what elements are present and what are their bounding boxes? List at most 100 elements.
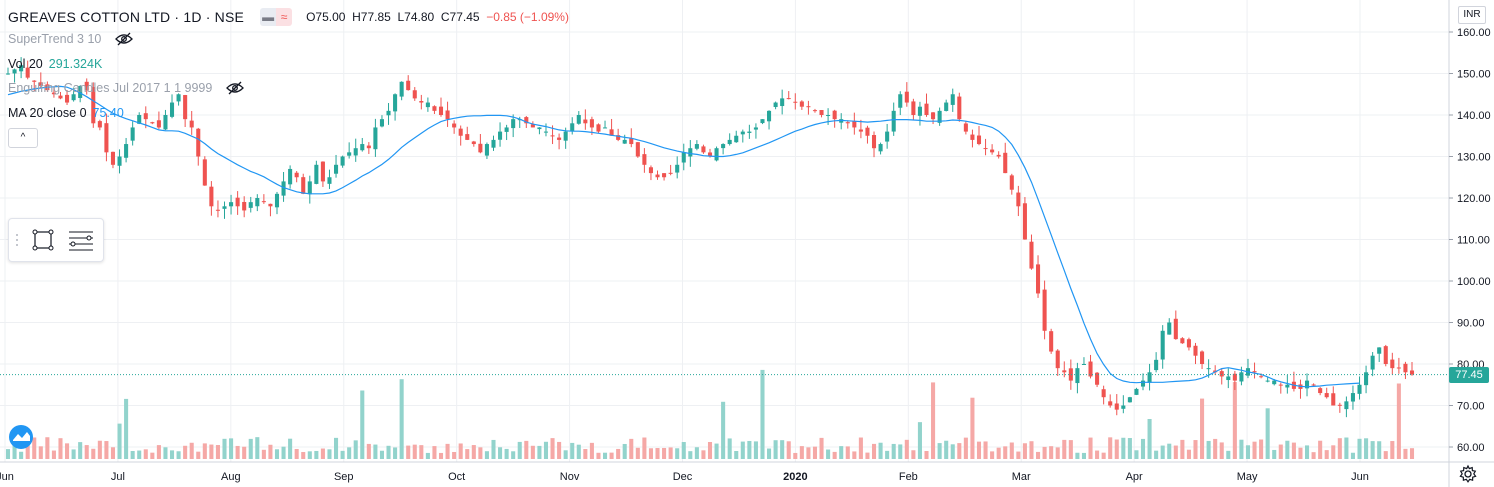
candle-body — [904, 91, 909, 103]
lines-tool-icon[interactable] — [67, 228, 95, 252]
candle-body — [543, 131, 549, 133]
candle-body — [740, 131, 745, 135]
volume-bar — [169, 450, 175, 459]
currency-label[interactable]: INR — [1458, 6, 1486, 24]
candle-body — [1088, 361, 1093, 377]
chart-legend-header: GREAVES COTTON LTD · 1D · NSE ▬ ≈ O75.00 … — [8, 8, 569, 26]
indicator-engulfing[interactable]: Engulfing Candles Jul 2017 1 1 9999 — [8, 81, 245, 95]
drag-handle-icon[interactable] — [15, 233, 19, 247]
volume-bar — [1219, 442, 1224, 459]
candle-body — [229, 202, 234, 207]
volume-bar — [71, 449, 76, 459]
volume-bar — [616, 448, 621, 459]
volume-bar — [885, 450, 890, 459]
indicator-supertrend[interactable]: SuperTrend 3 10 — [8, 32, 134, 46]
volume-bar — [642, 437, 647, 459]
candle-body — [747, 131, 752, 133]
symbol-title[interactable]: GREAVES COTTON LTD · 1D · NSE — [8, 9, 245, 25]
candle-body — [786, 98, 791, 100]
volume-bar — [215, 445, 220, 459]
candle-body — [71, 94, 76, 101]
collapse-indicators-button[interactable]: ^ — [8, 128, 38, 148]
volume-bar — [5, 449, 11, 459]
candle-body — [498, 131, 503, 140]
volume-bar — [1049, 446, 1054, 459]
flag-icon[interactable]: ▬ — [260, 8, 277, 26]
volume-bar — [1285, 440, 1290, 459]
candle-body — [1344, 401, 1349, 410]
time-tick-label: Mar — [1012, 471, 1031, 483]
wave-icon[interactable]: ≈ — [276, 8, 293, 26]
candle-body — [1095, 372, 1100, 385]
candle-body — [78, 85, 83, 98]
candle-body — [878, 144, 883, 152]
candle-body — [983, 148, 988, 150]
volume-bar — [1095, 450, 1100, 459]
badge-group[interactable]: ▬ ≈ — [260, 8, 293, 26]
volume-bar — [504, 448, 509, 459]
candle-body — [110, 151, 116, 165]
candle-body — [1377, 347, 1382, 354]
volume-bar — [1377, 441, 1382, 459]
candle-body — [1160, 330, 1165, 360]
volume-bar — [1075, 452, 1080, 459]
volume-bar — [871, 443, 877, 459]
candle-body — [1036, 264, 1041, 294]
candle-body — [1318, 388, 1323, 394]
indicator-ma[interactable]: MA 20 close 0 75.40 — [8, 106, 124, 120]
volume-bar — [412, 444, 417, 459]
volume-bar — [668, 447, 673, 459]
volume-bar — [360, 390, 365, 459]
candle-body — [504, 127, 509, 132]
candle-body — [589, 119, 594, 128]
candle-body — [215, 209, 220, 211]
volume-bar — [786, 441, 791, 459]
volume-bar — [130, 450, 135, 459]
drawing-toolbox[interactable] — [8, 218, 104, 262]
ma-value: 75.40 — [92, 106, 124, 120]
tradingview-logo-icon[interactable] — [6, 424, 36, 450]
rectangle-drawing-icon[interactable] — [31, 228, 55, 252]
volume-bar — [924, 451, 929, 459]
chart-grid — [0, 0, 1449, 462]
candle-body — [734, 135, 739, 143]
candle-body — [1219, 371, 1224, 377]
candle-body — [891, 110, 896, 132]
indicator-volume[interactable]: Vol 20 291.324K — [8, 57, 102, 71]
price-tick-label: 160.00 — [1457, 27, 1491, 39]
candle-body — [484, 144, 489, 156]
price-tick-label: 120.00 — [1457, 193, 1491, 205]
volume-bar — [1055, 447, 1060, 459]
volume-bar — [1331, 445, 1336, 459]
volume-bar — [1088, 437, 1093, 459]
candle-body — [845, 122, 850, 124]
volume-bar — [1409, 448, 1415, 459]
volume-bar — [1121, 437, 1126, 459]
candle-body — [1016, 192, 1021, 207]
eye-off-icon[interactable] — [115, 32, 134, 46]
candle-body — [1075, 368, 1080, 384]
candle-body — [635, 142, 640, 157]
candle-body — [242, 201, 247, 211]
eye-off-icon[interactable] — [226, 81, 245, 95]
open-value: O75.00 — [306, 10, 346, 24]
ma20-line — [7, 85, 1360, 388]
volume-bar — [517, 441, 522, 459]
candle-body — [1121, 405, 1126, 409]
volume-bar — [1186, 449, 1191, 459]
volume-bar — [1068, 440, 1073, 459]
volume-bar — [990, 451, 995, 459]
volume-bar — [707, 442, 713, 459]
volume-bar — [261, 449, 266, 459]
candle-body — [937, 110, 942, 123]
candle-body — [19, 65, 24, 72]
candle-body — [917, 106, 922, 116]
candle-body — [1265, 380, 1270, 382]
gear-icon[interactable] — [1458, 464, 1478, 484]
volume-bar — [491, 439, 496, 459]
candle-body — [1278, 384, 1283, 386]
candle-body — [1193, 345, 1198, 356]
volume-bar — [917, 422, 922, 459]
volume-bar — [931, 382, 936, 459]
